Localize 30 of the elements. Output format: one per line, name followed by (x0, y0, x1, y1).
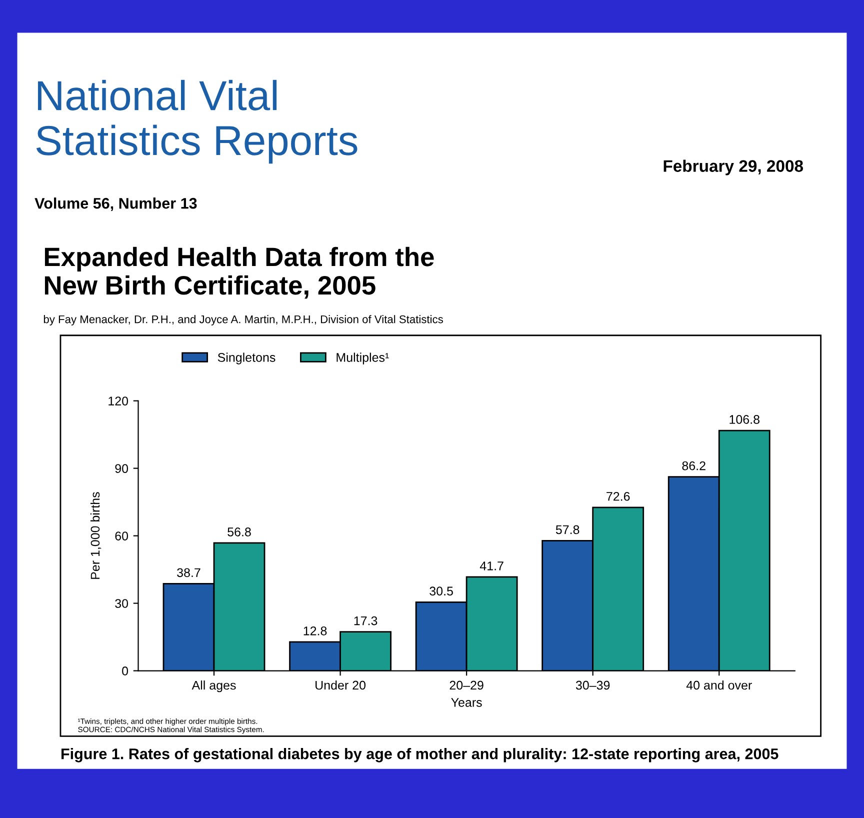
x-axis-title: Years (451, 698, 482, 707)
x-tick-label: 30–39 (576, 680, 610, 690)
data-label: 56.8 (228, 528, 251, 536)
x-tick-label: 20–29 (450, 680, 484, 690)
legend-label: Singletons (218, 352, 276, 364)
x-tick-label: Under 20 (316, 680, 366, 690)
data-label: 72.6 (606, 492, 630, 501)
data-label: 86.2 (682, 461, 706, 470)
y-tick-label: 120 (108, 396, 128, 406)
data-label: 57.8 (556, 525, 580, 534)
y-tick-label: 30 (115, 599, 128, 608)
y-tick-label: 0 (122, 666, 128, 676)
y-tick-label: 90 (115, 464, 128, 473)
text: National Vital Statistics Reports (36, 80, 358, 164)
data-label: 38.7 (177, 568, 200, 578)
x-tick-label: All ages (192, 680, 236, 692)
legend-label: Multiples¹ (336, 352, 389, 364)
data-label: 17.3 (354, 616, 378, 626)
chart-title: Expanded Health Data from the New Birth Certificate, 2005 (44, 246, 434, 299)
y-tick-label: 60 (115, 532, 128, 540)
text: Volume 56, Number 13 (34, 198, 197, 211)
y-axis-title: Per 1,000 births (90, 492, 102, 579)
data-label: 106.8 (730, 415, 760, 424)
data-label: 30.5 (430, 586, 453, 596)
data-label: 41.7 (480, 562, 504, 570)
text: February 29, 2008 (664, 160, 804, 176)
caption: Figure 1. Rates of gestational diabetes by age of mother and plurality: 12-state reporting area, 2005 (62, 748, 778, 762)
x-tick-label: 40 and over (686, 680, 752, 690)
data-label: 12.8 (304, 626, 327, 636)
chart-subtitle: by Fay Menacker, Dr. P.H., and Joyce A. Martin, M.P.H., Division of Vital Statistics (44, 315, 443, 326)
